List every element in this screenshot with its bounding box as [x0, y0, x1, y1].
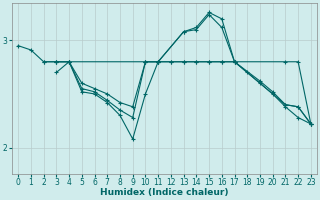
X-axis label: Humidex (Indice chaleur): Humidex (Indice chaleur): [100, 188, 229, 197]
